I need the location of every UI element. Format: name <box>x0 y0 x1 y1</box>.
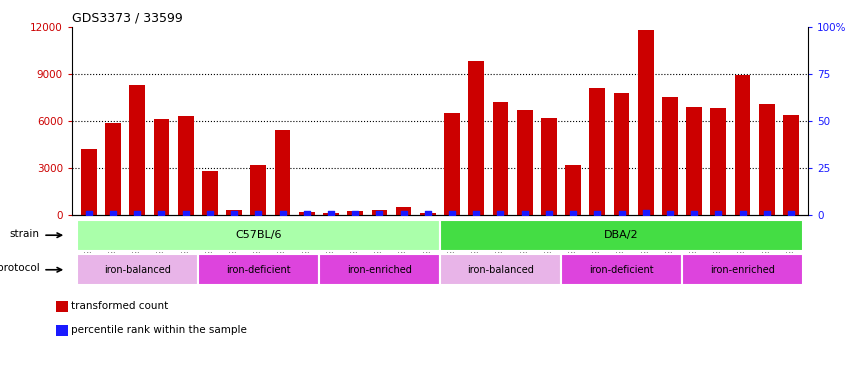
Bar <box>783 115 799 215</box>
Text: transformed count: transformed count <box>71 301 168 311</box>
Text: GDS3373 / 33599: GDS3373 / 33599 <box>72 11 183 24</box>
Point <box>639 210 652 217</box>
Bar <box>77 254 198 285</box>
Bar <box>105 122 121 215</box>
Point <box>542 210 556 217</box>
Point <box>687 210 700 217</box>
Point <box>155 210 168 217</box>
Text: iron-balanced: iron-balanced <box>104 265 171 275</box>
Bar <box>541 118 557 215</box>
Point <box>349 211 362 217</box>
Point <box>445 210 459 217</box>
Bar <box>323 213 339 215</box>
Text: iron-enriched: iron-enriched <box>347 265 412 275</box>
Point <box>470 210 483 217</box>
Bar <box>129 85 146 215</box>
Bar <box>348 211 363 215</box>
Text: DBA/2: DBA/2 <box>604 230 639 240</box>
Point <box>276 210 289 217</box>
Point <box>736 210 750 217</box>
Bar <box>517 110 532 215</box>
Point <box>130 210 144 217</box>
Bar <box>662 98 678 215</box>
Point <box>179 210 193 217</box>
Bar <box>299 212 315 215</box>
Bar <box>440 220 803 251</box>
Point <box>760 210 773 217</box>
Bar <box>759 104 775 215</box>
Bar <box>711 108 726 215</box>
Point <box>663 210 677 217</box>
Bar <box>81 149 96 215</box>
Bar <box>590 88 605 215</box>
Bar <box>198 254 319 285</box>
Point <box>566 210 580 217</box>
Bar <box>154 119 169 215</box>
Bar <box>686 107 702 215</box>
Point <box>228 211 241 217</box>
Bar <box>565 165 581 215</box>
Bar <box>250 165 266 215</box>
Text: protocol: protocol <box>0 263 40 273</box>
Point <box>494 210 508 217</box>
Bar <box>77 220 440 251</box>
Bar <box>178 116 194 215</box>
Bar <box>319 254 440 285</box>
Text: iron-deficient: iron-deficient <box>589 265 654 275</box>
Bar <box>57 325 68 336</box>
Point <box>372 211 386 217</box>
Point <box>107 210 120 217</box>
Point <box>615 210 629 217</box>
Text: percentile rank within the sample: percentile rank within the sample <box>71 325 247 335</box>
Point <box>251 210 265 217</box>
Text: iron-enriched: iron-enriched <box>710 265 775 275</box>
Point <box>591 210 604 217</box>
Bar <box>226 210 242 215</box>
Bar <box>371 210 387 215</box>
Text: C57BL/6: C57BL/6 <box>235 230 282 240</box>
Bar <box>396 207 411 215</box>
Point <box>784 210 798 217</box>
Point <box>324 211 338 217</box>
Bar <box>492 102 508 215</box>
Bar <box>561 254 682 285</box>
Point <box>300 211 314 217</box>
Bar <box>420 214 436 215</box>
Bar <box>275 131 290 215</box>
Point <box>421 211 435 217</box>
Bar <box>57 301 68 312</box>
Bar <box>638 30 654 215</box>
Point <box>203 210 217 217</box>
Point <box>711 210 725 217</box>
Bar <box>682 254 803 285</box>
Bar <box>444 113 460 215</box>
Bar <box>734 76 750 215</box>
Point <box>397 211 410 217</box>
Bar <box>613 93 629 215</box>
Bar <box>202 171 217 215</box>
Text: iron-deficient: iron-deficient <box>226 265 291 275</box>
Bar <box>440 254 561 285</box>
Point <box>82 210 96 217</box>
Text: iron-balanced: iron-balanced <box>467 265 534 275</box>
Text: strain: strain <box>9 228 40 238</box>
Bar <box>469 61 484 215</box>
Point <box>518 210 531 217</box>
